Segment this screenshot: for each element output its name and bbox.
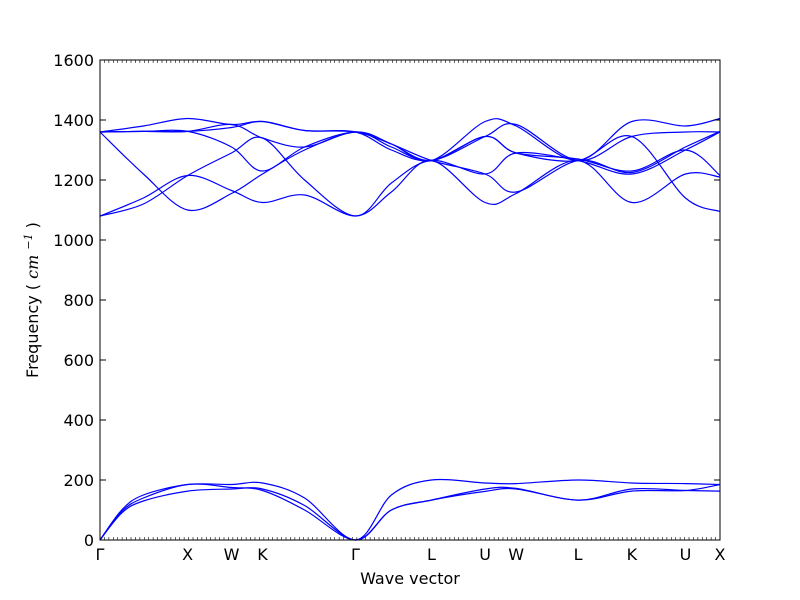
y-tick-label: 800 — [63, 291, 94, 310]
x-tick-label: L — [574, 545, 583, 564]
y-axis-label-text: Frequency — [23, 295, 42, 378]
series-line-1 — [99, 478, 721, 541]
y-tick-label: 400 — [63, 411, 94, 430]
x-axis-label: Wave vector — [360, 569, 460, 588]
x-tick-label: X — [182, 545, 193, 564]
y-tick-label: 0 — [84, 531, 94, 550]
series-line-3 — [99, 483, 721, 541]
y-axis-label-paren-close: ) — [23, 222, 42, 228]
y-axis-label: Frequency ( cm −1 ) — [22, 222, 43, 378]
y-axis-label-unit: cm — [23, 255, 42, 279]
series-line-10 — [99, 120, 721, 176]
y-axis-label-unit-exp: −1 — [22, 233, 35, 249]
y-tick-label: 1000 — [53, 231, 94, 250]
y-axis-label-group: Frequency ( cm −1 ) — [22, 222, 43, 378]
y-tick-label: 1400 — [53, 111, 94, 130]
x-tick-label: U — [680, 545, 692, 564]
x-tick-label: K — [257, 545, 268, 564]
x-tick-label: W — [224, 545, 240, 564]
series-line-7 — [99, 129, 721, 193]
x-tick-label: L — [427, 545, 436, 564]
series-layer — [99, 117, 721, 541]
x-tick-label: Γ — [351, 545, 360, 564]
x-tick-label: U — [479, 545, 491, 564]
series-line-8 — [99, 123, 721, 162]
y-tick-label: 1600 — [53, 51, 94, 70]
y-tick-label: 600 — [63, 351, 94, 370]
x-tick-label: K — [627, 545, 638, 564]
y-axis-ticks: 0 200 400 600 800 1000 1200 1400 1600 — [53, 51, 720, 550]
y-tick-label: 200 — [63, 471, 94, 490]
y-tick-label: 1200 — [53, 171, 94, 190]
series-line-4 — [99, 159, 721, 217]
series-line-2 — [99, 483, 721, 541]
x-tick-label: X — [715, 545, 726, 564]
x-tick-label: W — [508, 545, 524, 564]
series-line-5 — [99, 131, 721, 217]
series-line-9 — [99, 117, 721, 162]
x-tick-label: Γ — [96, 545, 105, 564]
y-axis-label-paren-open: ( — [23, 284, 42, 290]
